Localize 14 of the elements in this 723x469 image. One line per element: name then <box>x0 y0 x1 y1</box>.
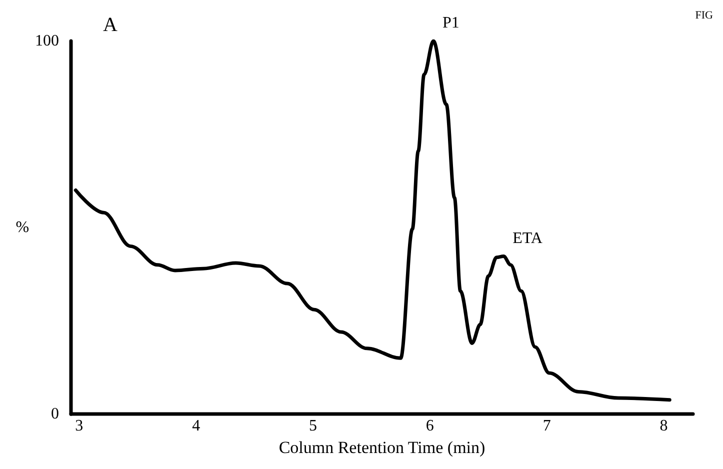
annotation: ETA <box>512 230 543 247</box>
x-tick-label: 7 <box>542 418 551 435</box>
x-tick-label: 3 <box>75 418 84 435</box>
x-tick-label: 5 <box>309 418 318 435</box>
x-tick-label: 8 <box>660 418 668 435</box>
x-axis-title: Column Retention Time (min) <box>278 438 486 457</box>
y-axis-title: % <box>16 219 30 236</box>
text: FIG <box>695 10 714 22</box>
y-tick-label: 100 <box>35 32 59 50</box>
chart-title: A <box>103 14 118 36</box>
x-tick-label: 6 <box>426 418 434 435</box>
annotation: P1 <box>442 14 460 32</box>
y-tick-label: 0 <box>51 406 59 423</box>
x-tick-label: 4 <box>192 418 200 435</box>
